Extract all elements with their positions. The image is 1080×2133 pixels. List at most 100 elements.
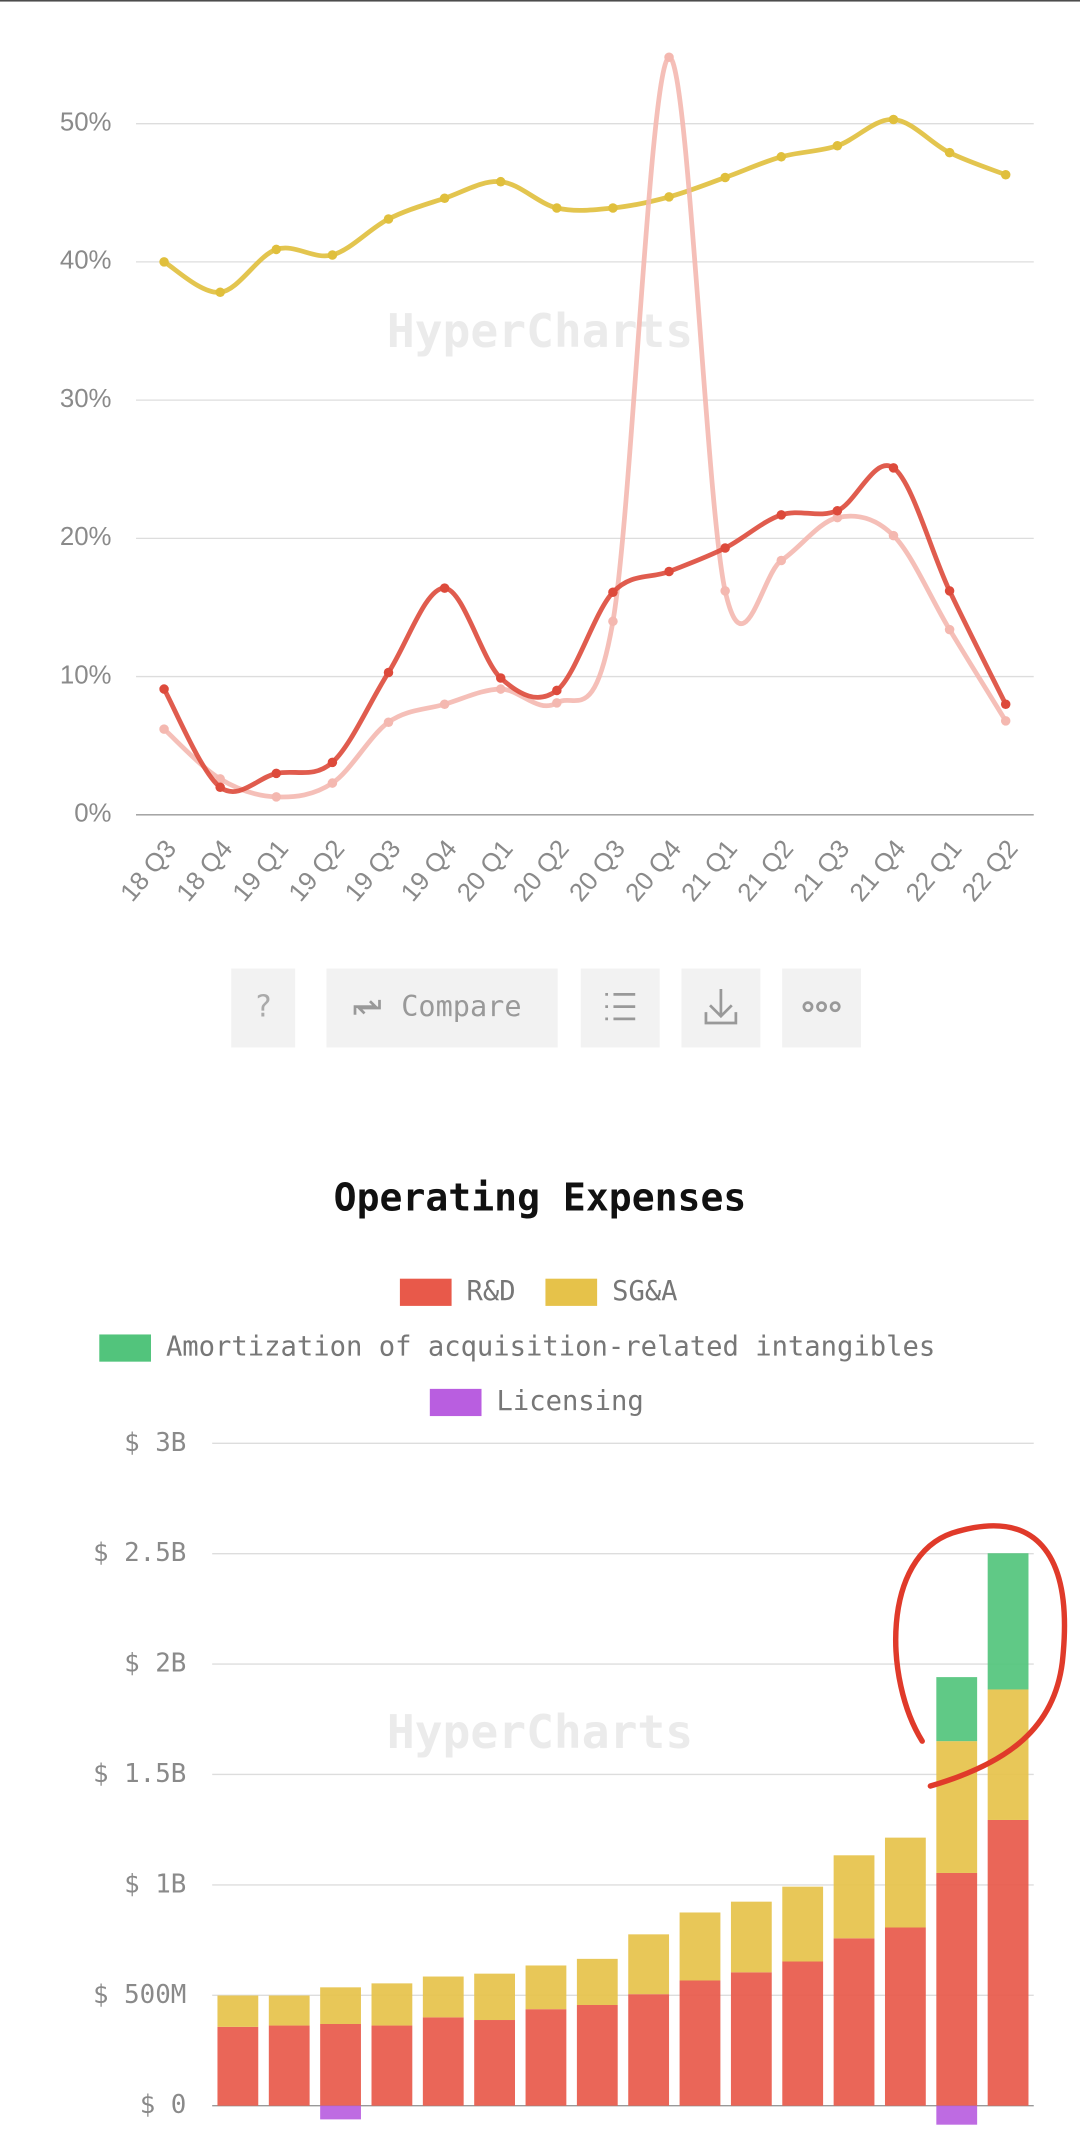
point	[327, 250, 338, 260]
legend-label: SG&A	[612, 1276, 677, 1307]
bar-segment	[782, 1961, 824, 2106]
point	[215, 782, 225, 792]
bar-segment	[679, 1912, 721, 1981]
bar-segment	[525, 1965, 567, 2010]
bar-segment	[320, 1987, 361, 2024]
line	[162, 54, 1008, 800]
legend-swatch	[399, 1278, 452, 1306]
more-button[interactable]	[782, 968, 862, 1048]
point	[608, 616, 618, 627]
bar-segment	[987, 1553, 1029, 1690]
x-tick-label: 21 Q4	[845, 835, 912, 907]
bar-segment	[474, 2020, 516, 2106]
point	[327, 778, 338, 788]
x-tick-label: 20 Q3	[564, 835, 631, 907]
bar-segment	[320, 2105, 361, 2120]
annotation-circle	[893, 1523, 1068, 1789]
point	[888, 530, 899, 541]
y-tick-label: $ 1.5B	[93, 1759, 186, 1789]
watermark: HyperCharts	[387, 1705, 693, 1759]
point	[271, 792, 282, 802]
bar-segment	[268, 1995, 310, 2026]
x-tick-label: 18 Q3	[115, 835, 182, 907]
help-button[interactable]	[231, 968, 296, 1048]
point	[776, 510, 787, 520]
x-tick-label: 20 Q4	[620, 835, 687, 907]
point	[608, 587, 618, 598]
bar-segment	[936, 1677, 978, 1742]
bar-segment	[371, 1983, 413, 2026]
y-tick-label: $ 0	[140, 2090, 187, 2120]
y-tick-label: $ 2.5B	[93, 1538, 186, 1568]
point	[159, 257, 169, 267]
point	[720, 586, 730, 596]
point	[495, 684, 506, 694]
bar-segment	[936, 1741, 978, 1873]
line	[162, 117, 1007, 295]
more-icon	[802, 1001, 841, 1013]
point	[552, 698, 562, 708]
point	[832, 140, 843, 151]
y-tick-label: $ 3B	[124, 1428, 186, 1458]
point	[832, 512, 843, 523]
legend-swatch	[429, 1388, 482, 1417]
bar-segment	[217, 2026, 259, 2106]
point	[1000, 699, 1011, 710]
point	[552, 685, 562, 696]
legend-swatch	[99, 1334, 151, 1362]
bar-segment	[782, 1886, 824, 1962]
point	[495, 673, 506, 683]
point	[439, 193, 450, 204]
x-tick-label: 21 Q2	[733, 835, 800, 907]
line	[161, 463, 1008, 794]
x-tick-label: 22 Q1	[901, 835, 968, 907]
x-tick-label: 21 Q3	[789, 835, 856, 907]
point	[439, 699, 450, 710]
point	[664, 192, 674, 202]
x-tick-label: 19 Q2	[284, 835, 351, 907]
y-tick-label: 0%	[74, 800, 111, 828]
chart-title: Operating Expenses	[334, 1175, 747, 1219]
bar-segment	[628, 1934, 670, 1995]
point	[944, 147, 955, 158]
bar-segment	[320, 2023, 361, 2106]
x-tick-label: 19 Q1	[228, 835, 295, 907]
point	[664, 566, 674, 577]
x-tick-label: 18 Q4	[171, 835, 238, 907]
x-tick-label: 19 Q4	[396, 835, 463, 907]
point	[720, 172, 730, 183]
y-tick-label: $ 2B	[124, 1649, 186, 1679]
point	[888, 114, 899, 125]
point	[776, 152, 787, 162]
x-tick-label: 22 Q2	[957, 835, 1024, 907]
point	[888, 463, 899, 473]
point	[944, 624, 955, 635]
y-tick-label: 20%	[60, 523, 112, 551]
toolbar: ? Compare	[231, 968, 862, 1048]
x-tick-label: 21 Q1	[676, 835, 743, 907]
compare-label[interactable]: Compare	[401, 989, 521, 1023]
point	[215, 287, 225, 298]
point	[664, 52, 674, 63]
legend-swatch	[545, 1278, 598, 1306]
bar-segment	[884, 1837, 926, 1928]
point	[1000, 170, 1011, 180]
help-label[interactable]: ?	[254, 990, 272, 1025]
bar-segment	[884, 1927, 926, 2106]
y-tick-label: 10%	[60, 661, 112, 689]
point	[327, 757, 338, 768]
bar-segment	[730, 1901, 772, 1973]
bar-segment	[628, 1994, 670, 2106]
point	[776, 555, 787, 566]
bar-segment	[371, 2025, 413, 2106]
bar-segment	[422, 1976, 464, 2018]
bar-segment	[936, 1872, 978, 2106]
x-tick-label: 20 Q1	[452, 835, 519, 907]
bar-segment	[576, 1958, 618, 2006]
point	[832, 505, 843, 516]
y-tick-label: 30%	[60, 385, 112, 413]
point	[944, 586, 955, 596]
point	[271, 768, 282, 779]
x-tick-label: 20 Q2	[508, 835, 575, 907]
